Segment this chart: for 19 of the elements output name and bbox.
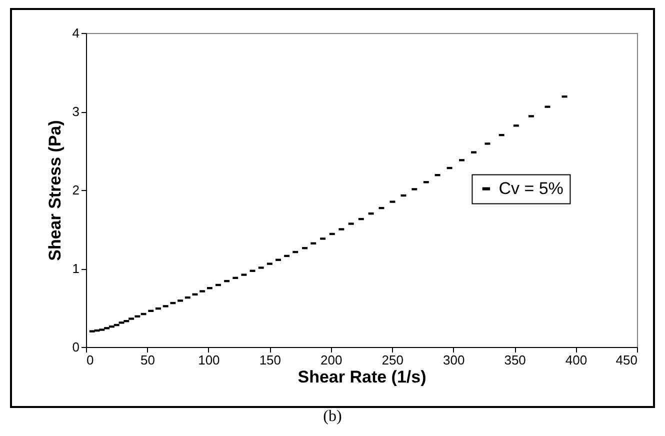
x-tick-label: 0 — [86, 352, 94, 368]
x-tick-label: 100 — [198, 352, 220, 368]
x-axis-title: Shear Rate (1/s) — [298, 368, 426, 386]
y-tick-label: 1 — [72, 261, 80, 276]
x-tick-label: 250 — [382, 352, 404, 368]
x-tick-label: 200 — [320, 352, 342, 368]
x-tick-label: 300 — [442, 352, 465, 368]
x-tick-label: 400 — [565, 352, 588, 368]
y-tick-label: 4 — [72, 26, 80, 40]
y-tick-label: 3 — [72, 104, 80, 119]
legend-label: Cv = 5% — [498, 178, 564, 198]
text: (b) — [322, 408, 343, 426]
x-tick-label: 350 — [504, 352, 526, 368]
y-tick-label: 2 — [72, 182, 80, 198]
x-tick-label: 50 — [140, 352, 155, 368]
y-tick-label: 0 — [72, 340, 80, 354]
x-tick-label: 150 — [259, 352, 282, 368]
y-axis-title: Shear Stress (Pa) — [45, 120, 64, 261]
x-tick-label: 450 — [616, 352, 638, 368]
